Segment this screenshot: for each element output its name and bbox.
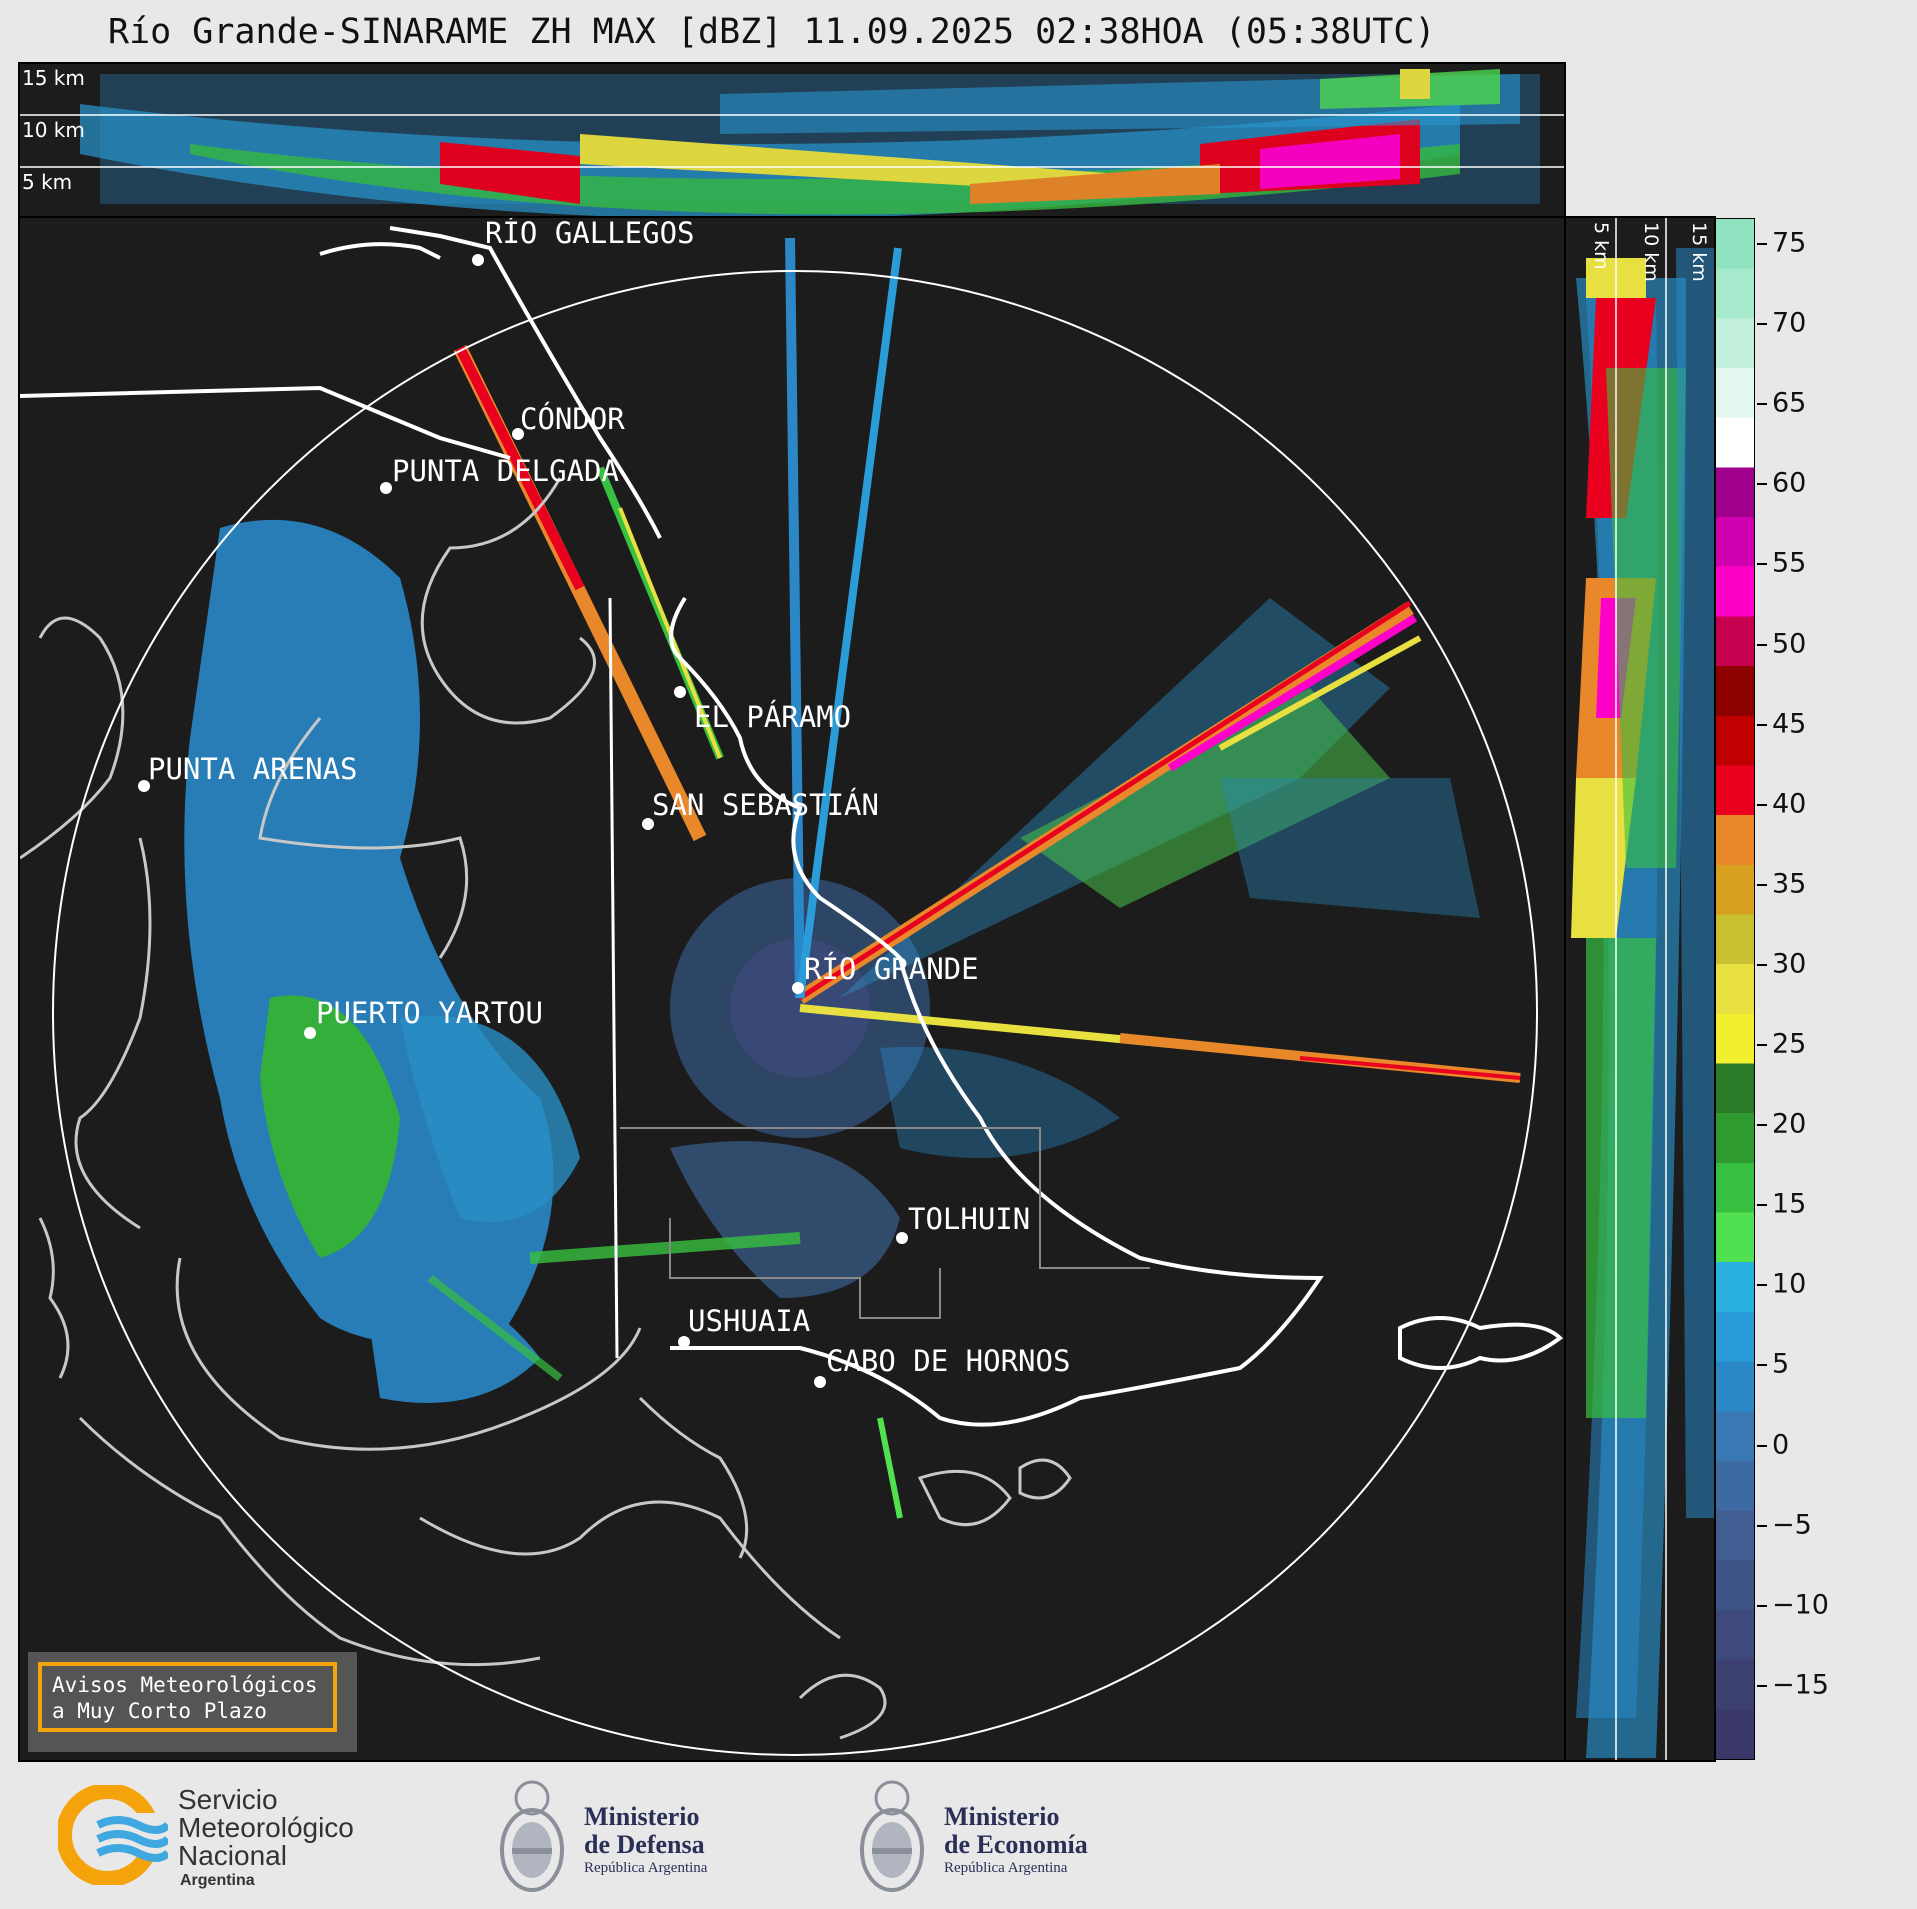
side-altitude-label: 15 km: [1688, 222, 1710, 282]
top-cross-section-echoes: [20, 69, 1564, 216]
colorbar-tick: [1757, 323, 1767, 326]
coat-of-arms-icon: [860, 1780, 924, 1892]
city-label-rio-gallegos: RÍO GALLEGOS: [485, 216, 695, 250]
colorbar-tick: [1757, 1524, 1767, 1527]
colorbar-tick-label: 5: [1772, 1348, 1790, 1380]
colorbar-tick-label: 65: [1772, 387, 1807, 419]
colorbar-tick: [1757, 643, 1767, 646]
city-label-puerto-yartou: PUERTO YARTOU: [316, 996, 543, 1030]
economia-line-3: República Argentina: [944, 1860, 1068, 1876]
city-label-punta-delgada: PUNTA DELGADA: [392, 454, 619, 488]
colorbar-tick: [1757, 1444, 1767, 1447]
city-label-punta-arenas: PUNTA ARENAS: [148, 752, 358, 786]
colorbar-tick-label: −15: [1772, 1669, 1829, 1701]
colorbar-tick: [1757, 1124, 1767, 1127]
smn-emblem-icon: [56, 1783, 171, 1887]
colorbar-tick-label: 25: [1772, 1028, 1807, 1060]
smn-line-2: Meteorológico: [178, 1812, 354, 1843]
side-cross-section-echoes: [1571, 218, 1714, 1760]
coat-of-arms-icon: [500, 1780, 564, 1892]
smn-logo: [56, 1783, 171, 1889]
side-cross-section-panel: 5 km 10 km 15 km: [1564, 216, 1716, 1762]
defensa-line-1: Ministerio: [584, 1802, 700, 1831]
colorbar-tick-label: −10: [1772, 1589, 1829, 1621]
colorbar-tick: [1757, 1684, 1767, 1687]
radar-map-panel: RÍO GALLEGOS CÓNDOR PUNTA DELGADA EL PÁR…: [18, 216, 1566, 1762]
city-marker: [642, 818, 654, 830]
city-label-rio-grande: RÍO GRANDE: [804, 952, 979, 986]
city-marker: [814, 1376, 826, 1388]
top-altitude-label: 10 km: [22, 118, 85, 142]
economia-logo: [852, 1772, 932, 1904]
colorbar-tick: [1757, 1364, 1767, 1367]
side-altitude-label: 5 km: [1590, 222, 1612, 270]
colorbar-tick: [1757, 883, 1767, 886]
smn-line-1: Servicio: [178, 1784, 278, 1815]
city-marker: [674, 686, 686, 698]
economia-line-2: de Economía: [944, 1830, 1088, 1859]
city-marker: [138, 780, 150, 792]
colorbar-tick: [1757, 403, 1767, 406]
colorbar-tick-label: 55: [1772, 547, 1807, 579]
city-marker: [380, 482, 392, 494]
city-marker: [472, 254, 484, 266]
city-label-san-sebastian: SAN SEBASTIÁN: [652, 788, 879, 822]
colorbar-tick-label: 20: [1772, 1108, 1807, 1140]
colorbar-tick: [1757, 243, 1767, 245]
city-marker: [678, 1336, 690, 1348]
colorbar-tick: [1757, 803, 1767, 806]
city-label-el-paramo: EL PÁRAMO: [694, 700, 852, 734]
colorbar-tick-label: 50: [1772, 628, 1807, 659]
colorbar-tick: [1757, 1044, 1767, 1046]
smn-line-3: Nacional: [178, 1840, 287, 1871]
city-marker: [896, 1232, 908, 1244]
defensa-line-3: República Argentina: [584, 1860, 708, 1876]
colorbar-tick-label: 30: [1772, 948, 1807, 980]
warning-box: Avisos Meteorológicos a Muy Corto Plazo: [28, 1652, 357, 1752]
top-cross-section-panel: 15 km 10 km 5 km: [18, 62, 1566, 218]
map-title: Río Grande-SINARAME ZH MAX [dBZ] 11.09.2…: [108, 12, 1436, 52]
city-label-cabo-de-hornos: CABO DE HORNOS: [826, 1344, 1071, 1378]
colorbar-tick-label: 70: [1772, 307, 1807, 339]
smn-line-4: Argentina: [180, 1872, 255, 1889]
city-marker: [512, 428, 524, 440]
city-label-condor: CÓNDOR: [520, 402, 625, 436]
colorbar-tick: [1757, 483, 1767, 486]
colorbar-tick: [1757, 723, 1767, 726]
colorbar-tick-label: 35: [1772, 868, 1807, 900]
dbz-colorbar: [1715, 218, 1755, 1760]
colorbar-tick-label: 15: [1772, 1188, 1807, 1220]
city-label-tolhuin: TOLHUIN: [908, 1202, 1031, 1236]
defensa-line-2: de Defensa: [584, 1830, 705, 1859]
warning-line-1: Avisos Meteorológicos: [52, 1673, 318, 1697]
city-marker: [304, 1027, 316, 1039]
colorbar-tick: [1757, 1604, 1767, 1607]
colorbar-tick: [1757, 563, 1767, 566]
defensa-logo: [492, 1772, 572, 1904]
colorbar-tick-label: 60: [1772, 467, 1807, 499]
radar-map: [20, 226, 1564, 1756]
economia-line-1: Ministerio: [944, 1802, 1060, 1831]
colorbar-tick-label: 75: [1772, 227, 1807, 259]
side-altitude-label: 10 km: [1640, 222, 1662, 282]
coastlines: [20, 477, 1072, 1740]
colorbar-tick-label: 10: [1772, 1268, 1807, 1300]
colorbar-tick: [1757, 1284, 1767, 1287]
colorbar-tick-label: 45: [1772, 708, 1807, 740]
city-label-ushuaia: USHUAIA: [688, 1304, 811, 1338]
colorbar-tick: [1757, 1204, 1767, 1207]
colorbar-tick-label: 0: [1772, 1429, 1790, 1460]
top-altitude-label: 5 km: [22, 170, 73, 194]
colorbar-tick: [1757, 963, 1767, 966]
precip-west: [184, 519, 580, 1403]
top-altitude-label: 15 km: [22, 66, 85, 90]
warning-line-2: a Muy Corto Plazo: [52, 1699, 267, 1723]
city-marker: [792, 982, 804, 994]
colorbar-tick-label: −5: [1772, 1509, 1812, 1541]
range-ring: [52, 270, 1538, 1756]
borders: [20, 226, 1564, 1427]
colorbar-tick-label: 40: [1772, 788, 1807, 820]
